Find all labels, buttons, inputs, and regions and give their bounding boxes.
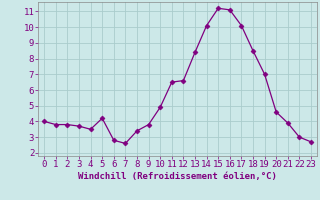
X-axis label: Windchill (Refroidissement éolien,°C): Windchill (Refroidissement éolien,°C) (78, 172, 277, 181)
